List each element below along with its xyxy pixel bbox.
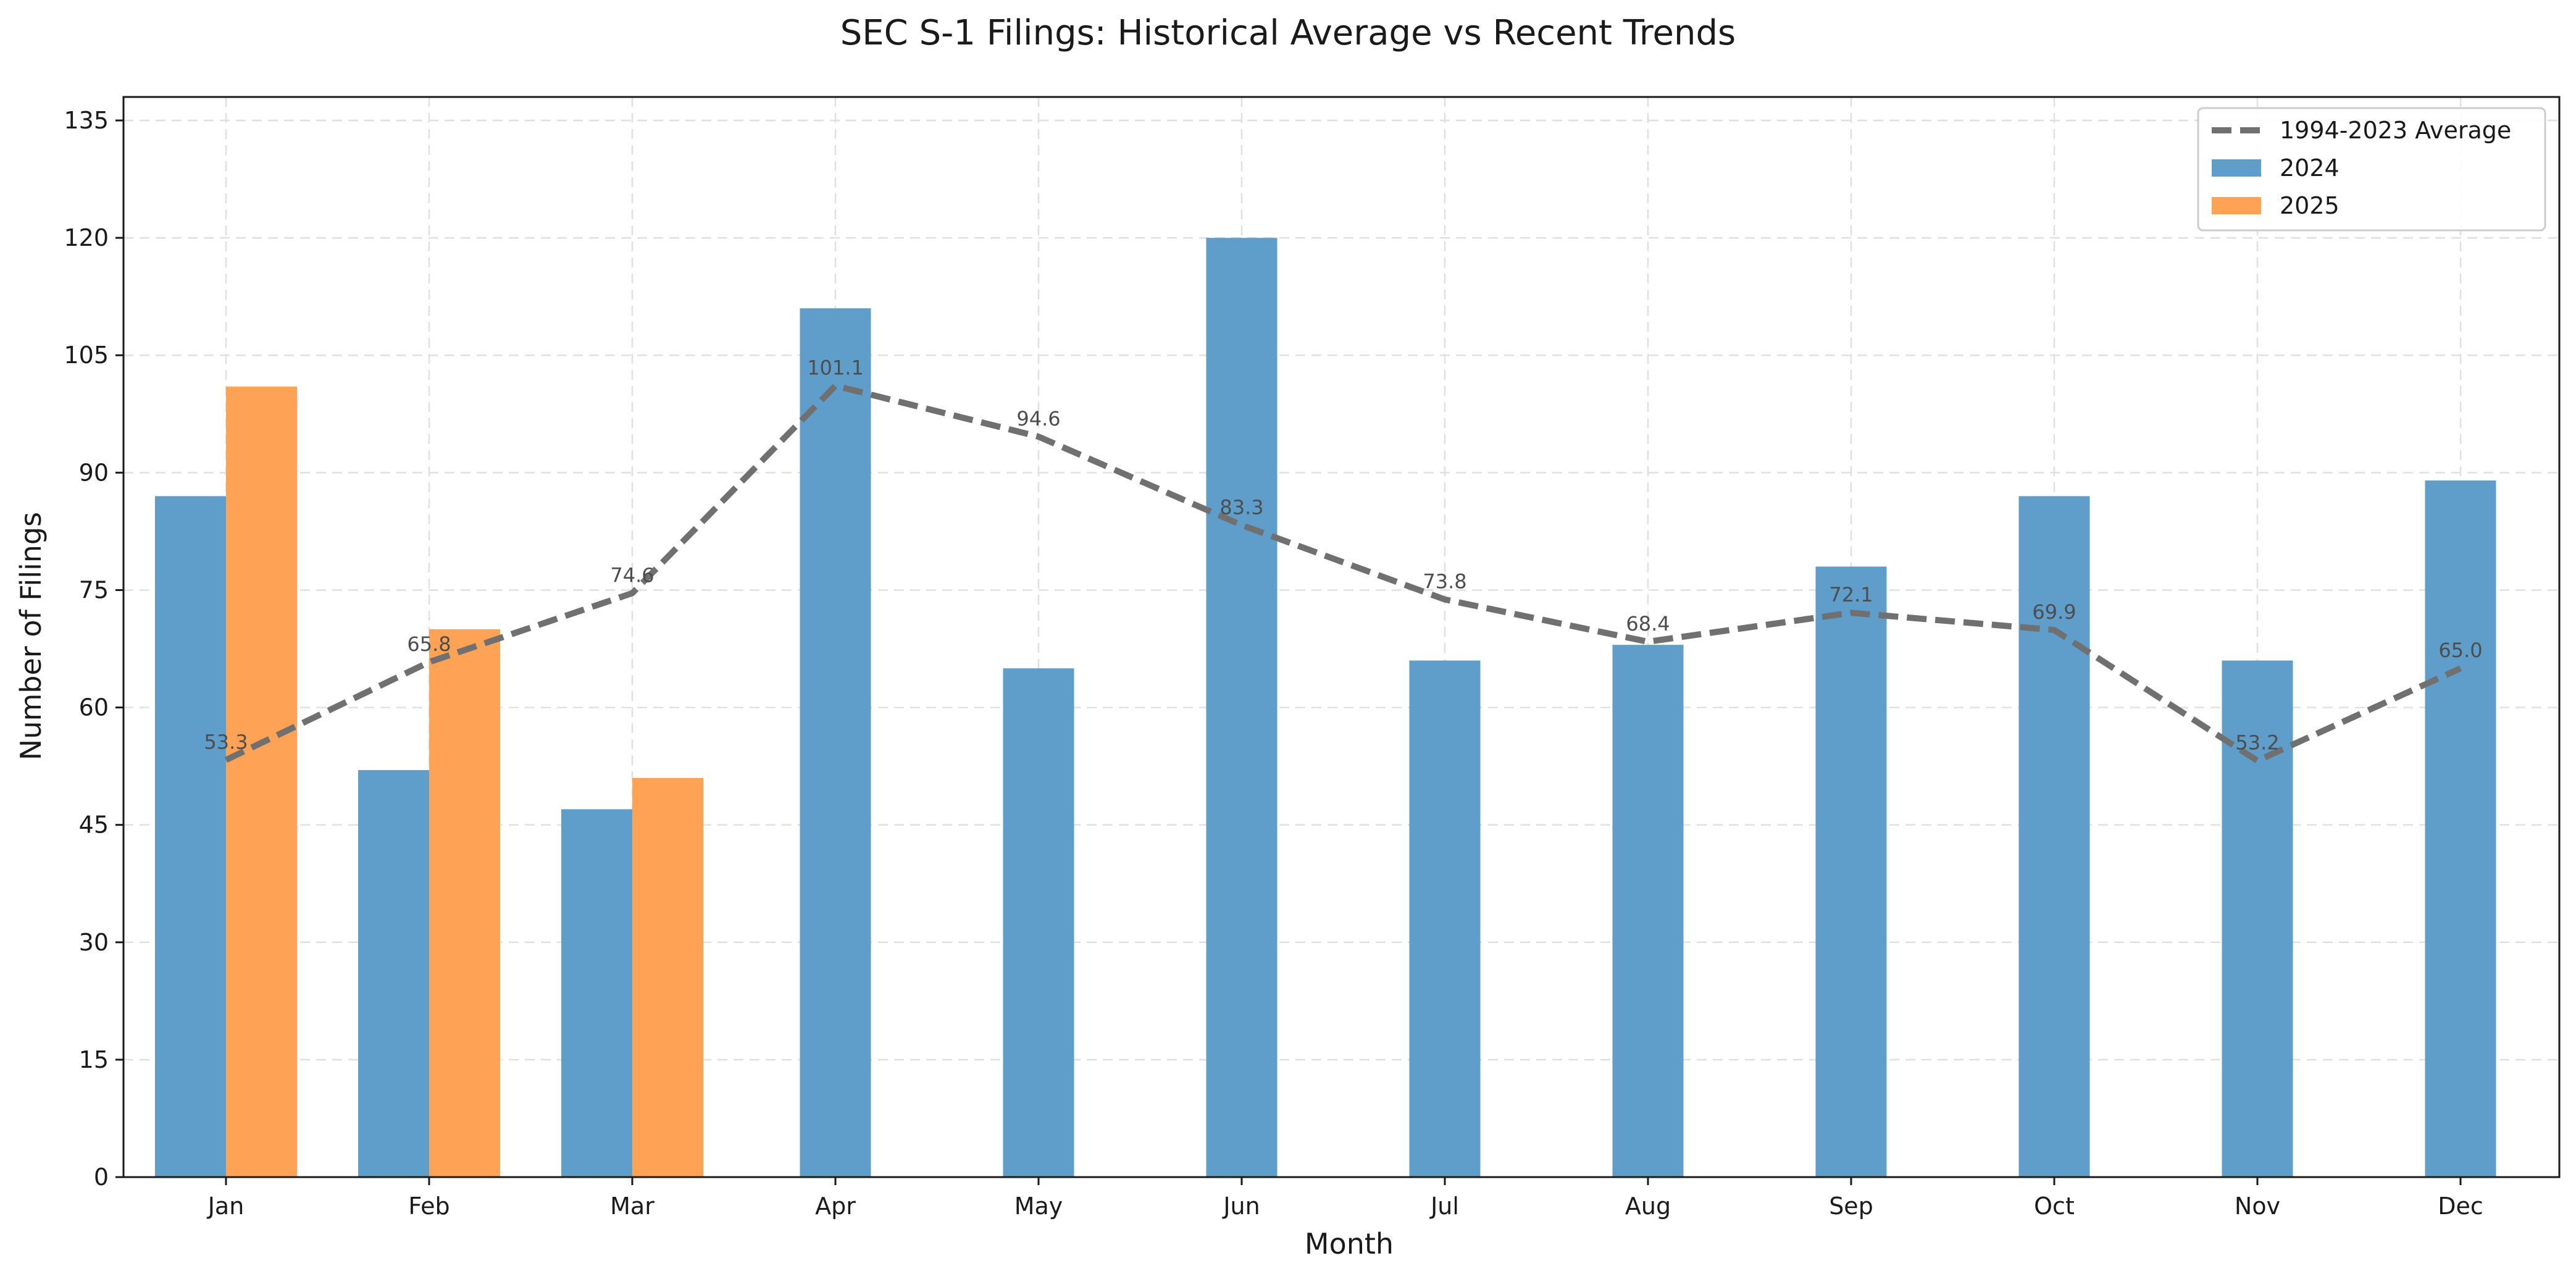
- data-label-jul: 73.8: [1423, 570, 1466, 593]
- x-axis-ticks: Jan Feb Mar Apr May Jun Jul Aug Sep Oct Nov Dec: [207, 1177, 2483, 1220]
- legend-swatch-2024: [2212, 159, 2261, 177]
- data-label-aug: 68.4: [1626, 612, 1670, 635]
- bar-2025-mar: [632, 778, 703, 1177]
- x-tick-label-aug: Aug: [1625, 1193, 1671, 1220]
- average-line-layer: [224, 382, 2462, 764]
- data-label-jun: 83.3: [1219, 495, 1263, 519]
- x-tick-label-may: May: [1014, 1193, 1063, 1220]
- legend-label-2025: 2025: [2280, 192, 2340, 219]
- x-tick-label-sep: Sep: [1829, 1193, 1873, 1220]
- data-label-apr: 101.1: [807, 356, 864, 380]
- y-axis-ticks: 0 15 30 45 60 75 90 105 120 135: [64, 107, 123, 1191]
- bar-2024-feb: [358, 769, 429, 1177]
- x-axis-label: Month: [1305, 1227, 1394, 1260]
- bar-2025-feb: [429, 629, 500, 1177]
- bar-2024-jan: [155, 496, 226, 1177]
- x-tick-label-feb: Feb: [408, 1193, 450, 1220]
- y-tick-label-105: 105: [64, 342, 109, 369]
- data-label-dec: 65.0: [2438, 639, 2482, 662]
- data-label-may: 94.6: [1016, 407, 1060, 430]
- y-tick-label-120: 120: [64, 224, 109, 251]
- data-label-feb: 65.8: [407, 632, 451, 656]
- bar-2024-apr: [800, 308, 871, 1177]
- x-tick-label-apr: Apr: [815, 1193, 856, 1220]
- y-tick-label-15: 15: [79, 1046, 109, 1073]
- legend-swatch-2025: [2212, 197, 2261, 214]
- bar-2024-oct: [2018, 496, 2090, 1177]
- bar-2024-sep: [1815, 566, 1887, 1177]
- bar-2024-dec: [2425, 480, 2496, 1177]
- x-tick-label-jul: Jul: [1429, 1193, 1459, 1220]
- bar-2024-aug: [1612, 645, 1684, 1177]
- x-tick-label-mar: Mar: [610, 1193, 654, 1220]
- y-tick-label-45: 45: [79, 811, 109, 839]
- y-axis-label: Number of Filings: [14, 512, 48, 760]
- bar-2024-jul: [1409, 660, 1481, 1177]
- x-tick-label-jun: Jun: [1222, 1193, 1260, 1220]
- data-labels-layer: 53.3 65.8 74.6 101.1 94.6 83.3 73.8 68.4 72.1 69.…: [204, 356, 2482, 755]
- bar-2024-may: [1003, 668, 1074, 1177]
- data-label-sep: 72.1: [1829, 583, 1873, 606]
- y-tick-label-90: 90: [79, 459, 109, 486]
- x-tick-label-jan: Jan: [207, 1193, 245, 1220]
- legend: 1994-2023 Average 2024 2025: [2197, 107, 2546, 232]
- plot-frame: [122, 96, 2561, 1178]
- y-tick-label-60: 60: [79, 694, 109, 721]
- y-tick-label-75: 75: [79, 576, 109, 603]
- y-tick-label-135: 135: [64, 107, 109, 134]
- legend-box: [2197, 107, 2546, 232]
- chart-title: SEC S-1 Filings: Historical Average vs R…: [840, 13, 1736, 53]
- x-tick-label-nov: Nov: [2235, 1193, 2280, 1220]
- bar-2025-jan: [226, 386, 297, 1177]
- x-tick-label-oct: Oct: [2034, 1193, 2075, 1220]
- data-label-jan: 53.3: [204, 730, 248, 753]
- bars-layer: [155, 238, 2496, 1178]
- y-tick-label-30: 30: [79, 929, 109, 956]
- average-line: [224, 382, 2462, 764]
- bar-2024-mar: [561, 809, 632, 1177]
- bar-2024-jun: [1206, 238, 1278, 1178]
- legend-label-2024: 2024: [2280, 154, 2340, 182]
- data-label-mar: 74.6: [610, 564, 654, 587]
- x-tick-label-dec: Dec: [2438, 1193, 2483, 1220]
- data-label-oct: 69.9: [2032, 600, 2076, 624]
- data-label-nov: 53.2: [2235, 731, 2279, 755]
- y-tick-label-0: 0: [94, 1164, 109, 1191]
- legend-label-1994-2023-average: 1994-2023 Average: [2280, 117, 2511, 144]
